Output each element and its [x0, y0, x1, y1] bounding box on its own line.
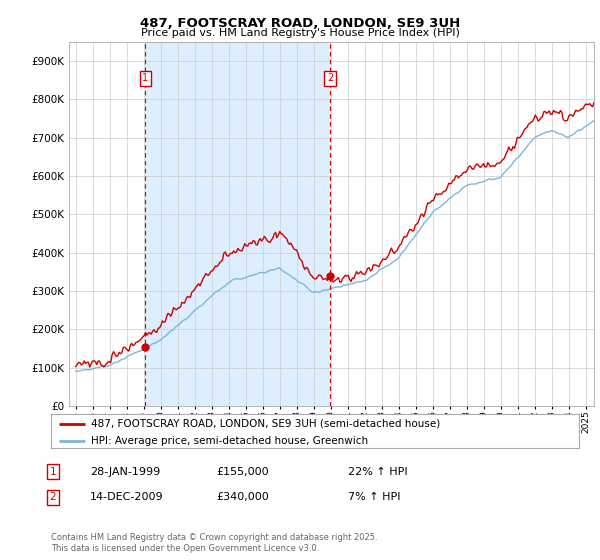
Text: Contains HM Land Registry data © Crown copyright and database right 2025.
This d: Contains HM Land Registry data © Crown c…	[51, 533, 377, 553]
Text: £340,000: £340,000	[216, 492, 269, 502]
Text: 2: 2	[49, 492, 56, 502]
Text: HPI: Average price, semi-detached house, Greenwich: HPI: Average price, semi-detached house,…	[91, 436, 368, 446]
Text: 22% ↑ HPI: 22% ↑ HPI	[348, 466, 407, 477]
Text: 487, FOOTSCRAY ROAD, LONDON, SE9 3UH (semi-detached house): 487, FOOTSCRAY ROAD, LONDON, SE9 3UH (se…	[91, 419, 440, 429]
Text: 14-DEC-2009: 14-DEC-2009	[90, 492, 164, 502]
Bar	[145, 42, 330, 406]
Text: 1: 1	[49, 466, 56, 477]
Text: 2: 2	[327, 73, 333, 83]
Text: Price paid vs. HM Land Registry's House Price Index (HPI): Price paid vs. HM Land Registry's House …	[140, 28, 460, 38]
Text: £155,000: £155,000	[216, 466, 269, 477]
Text: 487, FOOTSCRAY ROAD, LONDON, SE9 3UH: 487, FOOTSCRAY ROAD, LONDON, SE9 3UH	[140, 17, 460, 30]
Text: 1: 1	[142, 73, 148, 83]
Text: 7% ↑ HPI: 7% ↑ HPI	[348, 492, 401, 502]
Text: 28-JAN-1999: 28-JAN-1999	[90, 466, 160, 477]
